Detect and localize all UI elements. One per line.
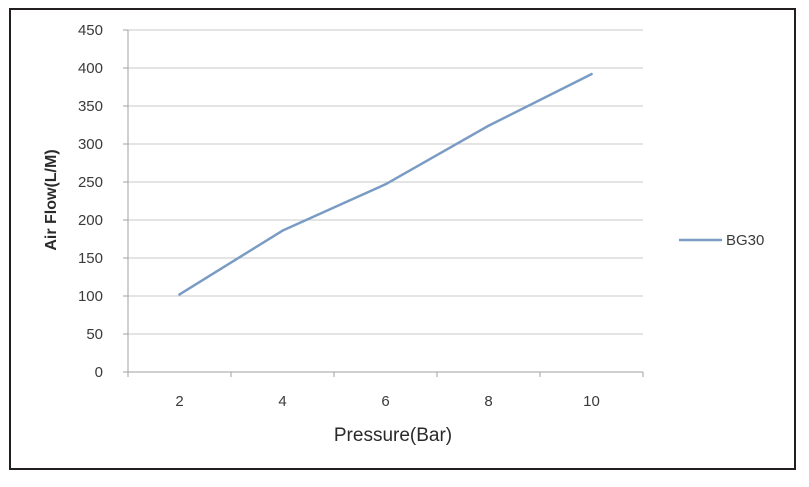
y-tick-label-300: 300 — [78, 136, 103, 153]
x-tick-label-8: 8 — [484, 393, 492, 410]
grid-lines — [128, 29, 643, 335]
data-point-6 — [384, 183, 387, 186]
y-tick-label-50: 50 — [86, 326, 103, 343]
legend-label-bg30: BG30 — [726, 232, 764, 249]
y-tick-label-350: 350 — [78, 98, 103, 115]
x-tick-label-10: 10 — [583, 393, 600, 410]
data-point-10 — [590, 72, 593, 76]
y-tick-label-450: 450 — [78, 22, 103, 39]
data-point-8 — [487, 124, 490, 127]
y-tick-label-200: 200 — [78, 212, 103, 229]
y-axis-title: Air Flow(L/M) — [43, 149, 60, 250]
x-tick-label-2: 2 — [175, 393, 183, 410]
y-tick-label-250: 250 — [78, 174, 103, 191]
y-tick-label-150: 150 — [78, 250, 103, 267]
series-lines — [178, 72, 593, 296]
y-tick-label-400: 400 — [78, 60, 103, 77]
axes — [123, 29, 644, 377]
x-tick-label-6: 6 — [381, 393, 389, 410]
data-point-2 — [178, 293, 181, 296]
x-tick-label-4: 4 — [278, 393, 286, 410]
y-tick-label-0: 0 — [95, 364, 103, 381]
y-tick-labels: 0 50 100 150 200 250 300 350 400 450 — [78, 22, 103, 381]
x-axis-title: Pressure(Bar) — [334, 425, 452, 446]
data-point-4 — [281, 229, 284, 232]
x-tick-labels: 2 4 6 8 10 — [175, 393, 600, 410]
chart-frame — [9, 8, 796, 470]
legend: BG30 — [679, 232, 764, 249]
y-tick-label-100: 100 — [78, 288, 103, 305]
